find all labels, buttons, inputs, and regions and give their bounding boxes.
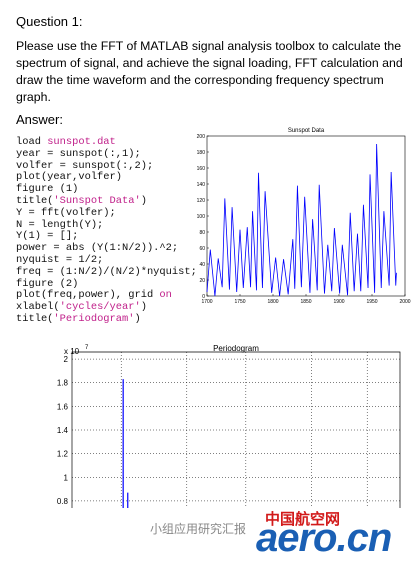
y-tick-label: 1.6 bbox=[57, 402, 69, 411]
y-tick-label: 60 bbox=[199, 246, 205, 252]
code-token: title( bbox=[16, 312, 54, 325]
code-token: load bbox=[16, 136, 48, 148]
x-tick-label: 2000 bbox=[399, 299, 410, 305]
chart-title: Periodogram bbox=[213, 344, 259, 353]
code-token: year = sunspot(:,1); bbox=[16, 147, 141, 160]
y-tick-label: 20 bbox=[199, 278, 205, 284]
y-tick-label: 40 bbox=[199, 262, 205, 268]
y-tick-label: 1.2 bbox=[57, 450, 69, 459]
x-tick-label: 1900 bbox=[333, 299, 344, 305]
question-title: Question 1: bbox=[16, 14, 83, 29]
x-tick-label: 1750 bbox=[234, 299, 245, 305]
y-tick-label: 1 bbox=[64, 473, 69, 482]
code-line: figure (2) bbox=[16, 277, 197, 291]
y-tick-label: 1.4 bbox=[57, 426, 69, 435]
code-token: ) bbox=[140, 194, 147, 207]
code-token: 'Sunspot Data' bbox=[53, 194, 141, 207]
code-line: power = abs (Y(1:N/2)).^2; bbox=[16, 242, 197, 255]
y-tick-label: 0 bbox=[202, 294, 205, 300]
x-tick-label: 1800 bbox=[267, 299, 278, 305]
code-token: ) bbox=[134, 312, 141, 325]
code-token: 'Periodogram' bbox=[53, 312, 135, 325]
x-tick-label: 1850 bbox=[300, 299, 311, 305]
code-token: volfer = sunspot(:,2); bbox=[16, 159, 154, 172]
code-token: xlabel( bbox=[16, 301, 60, 314]
y-tick-label: 0.8 bbox=[57, 497, 69, 506]
y-multiplier: x 10 bbox=[64, 347, 80, 356]
code-line: plot(freq,power), grid on bbox=[16, 289, 197, 302]
code-token: plot(freq,power), grid bbox=[16, 289, 160, 302]
code-token: plot(year,volfer) bbox=[16, 171, 123, 184]
code-line: year = sunspot(:,1); bbox=[16, 147, 197, 161]
y-tick-label: 160 bbox=[197, 166, 206, 172]
y-tick-label: 80 bbox=[199, 230, 205, 236]
y-tick-label: 140 bbox=[197, 182, 206, 188]
y-tick-label: 100 bbox=[197, 214, 206, 220]
code-line: nyquist = 1/2; bbox=[16, 253, 197, 267]
code-line: Y(1) = []; bbox=[16, 230, 197, 243]
code-line: freq = (1:N/2)/(N/2)*nyquist; bbox=[16, 265, 197, 279]
code-token: figure (2) bbox=[16, 277, 79, 290]
code-line: Y = fft(volfer); bbox=[16, 206, 197, 220]
code-token: nyquist = 1/2; bbox=[16, 253, 104, 266]
sunspot-chart: Sunspot Data 0 20 40 60 80 100 120 140 160 180 200 1… bbox=[197, 128, 411, 305]
watermark-cn: 中国航空网 bbox=[265, 511, 341, 528]
code-line: title('Periodogram') bbox=[16, 312, 197, 326]
code-line: N = length(Y); bbox=[16, 218, 197, 232]
code-token: Y = fft(volfer); bbox=[16, 206, 116, 219]
y-tick-label: 200 bbox=[197, 134, 206, 140]
code-token: 'cycles/year' bbox=[59, 301, 141, 314]
answer-label: Answer: bbox=[16, 112, 63, 127]
y-tick-label: 120 bbox=[197, 198, 206, 204]
code-line: volfer = sunspot(:,2); bbox=[16, 159, 197, 173]
y-tick-label: 2 bbox=[64, 355, 69, 364]
code-line: figure (1) bbox=[16, 183, 197, 196]
periodogram-chart: Periodogram x 10 7 0.8 1 1.2 1.4 1.6 1.8 2 bbox=[57, 344, 401, 508]
x-tick-label: 1950 bbox=[366, 299, 377, 305]
question-text: Please use the FFT of MATLAB signal anal… bbox=[16, 39, 403, 104]
code-token: sunspot.dat bbox=[47, 136, 116, 148]
x-tick-label: 1700 bbox=[201, 299, 212, 305]
code-token: title( bbox=[16, 194, 54, 207]
code-token: Y(1) = []; bbox=[16, 230, 79, 243]
y-tick-label: 1.8 bbox=[57, 379, 69, 388]
y-tick-label: 180 bbox=[197, 150, 206, 156]
data-line bbox=[206, 143, 397, 297]
code-token: figure (1) bbox=[16, 183, 79, 196]
code-token: ) bbox=[140, 301, 147, 314]
code-line: plot(year,volfer) bbox=[16, 171, 197, 184]
footer-text: 小组应用研究汇报 bbox=[150, 522, 247, 536]
code-block: load sunspot.dat year = sunspot(:,1); volf… bbox=[16, 136, 197, 326]
code-token: freq = (1:N/2)/(N/2)*nyquist; bbox=[16, 265, 197, 278]
watermark-en: aero.cn bbox=[256, 516, 392, 560]
code-token: power = abs (Y(1:N/2)).^2; bbox=[16, 242, 179, 255]
code-token: N = length(Y); bbox=[16, 218, 104, 231]
y-exponent: 7 bbox=[85, 345, 89, 351]
chart-title: Sunspot Data bbox=[288, 128, 325, 134]
code-line: load sunspot.dat bbox=[16, 136, 197, 149]
code-token: on bbox=[159, 289, 172, 302]
code-line: title('Sunspot Data') bbox=[16, 194, 197, 208]
code-line: xlabel('cycles/year') bbox=[16, 301, 197, 314]
